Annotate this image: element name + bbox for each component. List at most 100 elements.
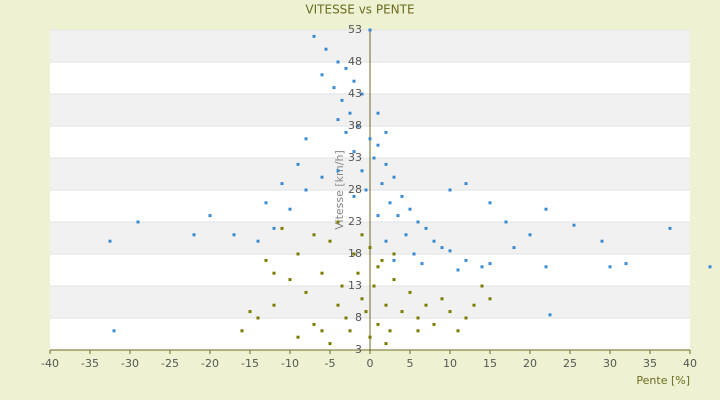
point xyxy=(420,262,424,266)
point xyxy=(332,86,336,90)
point xyxy=(112,329,116,333)
point xyxy=(448,310,452,314)
point xyxy=(384,342,388,346)
point xyxy=(368,137,372,141)
point xyxy=(364,188,368,192)
point xyxy=(352,150,356,154)
x-tick-label: -20 xyxy=(201,357,219,370)
point xyxy=(624,262,628,266)
x-tick-label: -40 xyxy=(41,357,59,370)
point xyxy=(600,239,604,243)
point xyxy=(356,271,360,275)
point xyxy=(256,239,260,243)
point xyxy=(400,194,404,198)
point xyxy=(360,92,364,96)
point xyxy=(376,214,380,218)
point xyxy=(708,265,712,269)
point xyxy=(544,207,548,211)
point xyxy=(572,223,576,227)
point xyxy=(320,73,324,77)
point xyxy=(372,156,376,160)
y-tick-label: 13 xyxy=(348,279,362,292)
y-tick-label: 28 xyxy=(348,183,362,196)
point xyxy=(488,201,492,205)
x-tick-label: 40 xyxy=(683,357,697,370)
x-tick-label: -10 xyxy=(281,357,299,370)
point xyxy=(336,169,340,173)
chart-title: VITESSE vs PENTE xyxy=(305,3,414,17)
point xyxy=(408,290,412,294)
point xyxy=(376,143,380,147)
point xyxy=(360,297,364,301)
point xyxy=(384,162,388,166)
point xyxy=(340,284,344,288)
point xyxy=(372,284,376,288)
point xyxy=(376,111,380,115)
point xyxy=(424,303,428,307)
point xyxy=(512,246,516,250)
point xyxy=(528,233,532,237)
point xyxy=(456,329,460,333)
x-tick-label: -5 xyxy=(325,357,336,370)
point xyxy=(376,322,380,326)
point xyxy=(464,182,468,186)
point xyxy=(356,124,360,128)
y-tick-label: 8 xyxy=(355,311,362,324)
point xyxy=(504,220,508,224)
point xyxy=(272,303,276,307)
point xyxy=(464,316,468,320)
point xyxy=(264,258,268,262)
y-axis-title: Vitesse [km/h] xyxy=(333,150,346,230)
point xyxy=(384,130,388,134)
point xyxy=(668,226,672,230)
point xyxy=(344,316,348,320)
point xyxy=(360,233,364,237)
point xyxy=(424,226,428,230)
point xyxy=(272,271,276,275)
point xyxy=(416,316,420,320)
point xyxy=(392,258,396,262)
y-tick-label: 23 xyxy=(348,215,362,228)
point xyxy=(304,188,308,192)
point xyxy=(232,233,236,237)
point xyxy=(336,118,340,122)
point xyxy=(384,303,388,307)
point xyxy=(272,226,276,230)
point xyxy=(392,278,396,282)
point xyxy=(448,249,452,253)
point xyxy=(544,265,548,269)
point xyxy=(336,303,340,307)
point xyxy=(344,66,348,70)
point xyxy=(480,265,484,269)
point xyxy=(388,329,392,333)
point xyxy=(352,252,356,256)
point xyxy=(488,297,492,301)
point xyxy=(368,28,372,32)
point xyxy=(408,207,412,211)
x-tick-label: 15 xyxy=(483,357,497,370)
x-tick-label: 35 xyxy=(643,357,657,370)
point xyxy=(312,233,316,237)
point xyxy=(348,111,352,115)
y-tick-label: 43 xyxy=(348,87,362,100)
x-tick-label: -30 xyxy=(121,357,139,370)
point xyxy=(296,162,300,166)
point xyxy=(464,258,468,262)
point xyxy=(548,313,552,317)
point xyxy=(472,303,476,307)
point xyxy=(440,246,444,250)
point xyxy=(328,239,332,243)
point xyxy=(340,98,344,102)
point xyxy=(336,60,340,64)
x-axis-title: Pente [%] xyxy=(636,374,690,387)
x-tick-label: 5 xyxy=(407,357,414,370)
x-tick-label: -35 xyxy=(81,357,99,370)
y-tick-label: 3 xyxy=(355,343,362,356)
point xyxy=(108,239,112,243)
point xyxy=(456,268,460,272)
point xyxy=(352,194,356,198)
point xyxy=(392,252,396,256)
point xyxy=(304,290,308,294)
point xyxy=(320,175,324,179)
